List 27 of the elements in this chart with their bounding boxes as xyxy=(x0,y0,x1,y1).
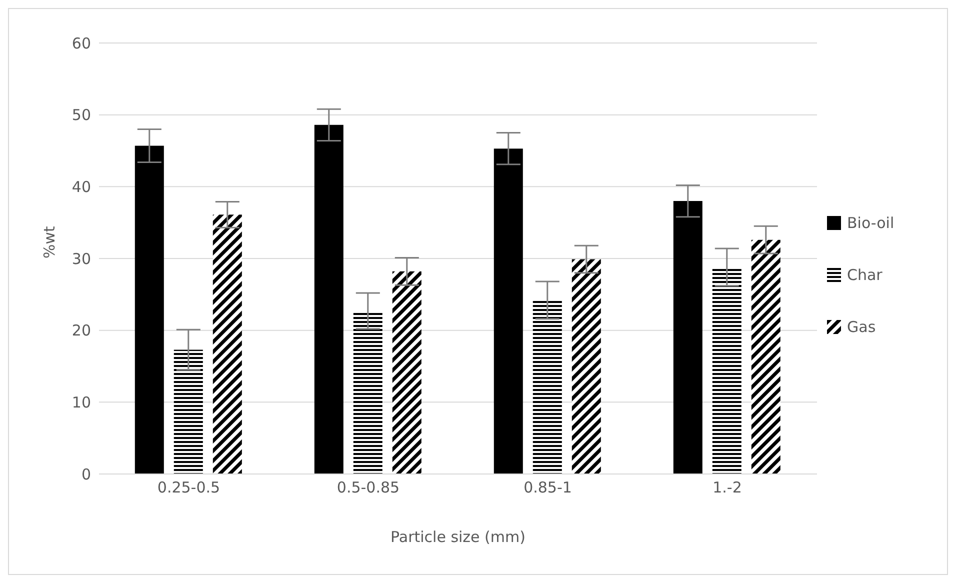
x-tick-label: 0.25-0.5 xyxy=(157,478,220,497)
bar xyxy=(673,201,702,474)
y-tick-label: 60 xyxy=(72,34,91,52)
y-tick-label: 0 xyxy=(81,465,91,484)
bar xyxy=(134,146,164,474)
legend-label: Char xyxy=(847,266,882,284)
x-tick-label: 1.-2 xyxy=(712,478,742,497)
bar xyxy=(314,124,344,474)
bar xyxy=(751,240,780,474)
x-tick-label: 0.85-1 xyxy=(524,478,572,497)
y-axis-title: %wt xyxy=(40,226,58,258)
x-tick-label: 0.5-0.85 xyxy=(336,478,400,497)
y-tick-label: 40 xyxy=(72,178,91,196)
x-axis-title: Particle size (mm) xyxy=(390,528,526,546)
y-tick-label: 10 xyxy=(72,393,91,412)
y-tick-label: 20 xyxy=(72,322,91,340)
bar xyxy=(494,148,523,474)
bar xyxy=(212,214,242,474)
bar xyxy=(572,259,601,474)
bar xyxy=(712,267,742,474)
bar xyxy=(532,300,562,474)
bar xyxy=(174,350,203,474)
y-tick-label: 50 xyxy=(72,106,91,124)
y-tick-label: 30 xyxy=(72,250,91,268)
legend-label: Bio-oil xyxy=(847,214,894,232)
bar xyxy=(392,271,422,474)
legend-label: Gas xyxy=(847,318,876,336)
